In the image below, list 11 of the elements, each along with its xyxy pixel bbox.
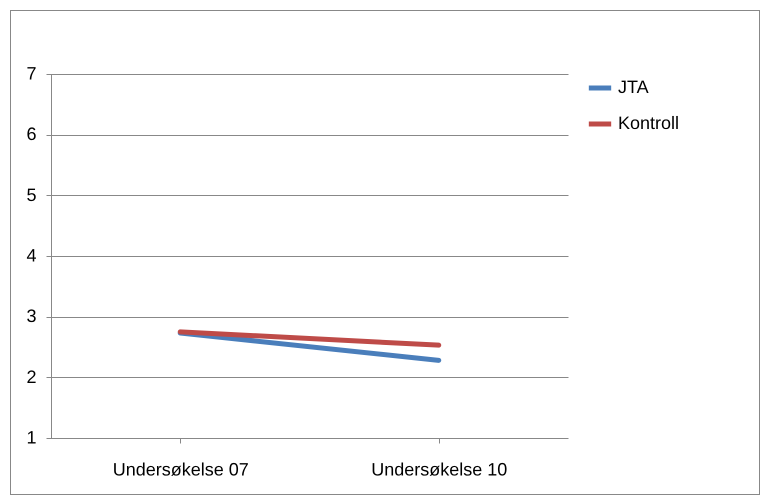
y-tick-label: 7 bbox=[26, 64, 36, 84]
x-tick-label: Undersøkelse 07 bbox=[112, 460, 249, 480]
y-tick-label: 1 bbox=[26, 428, 36, 448]
y-tick-label: 4 bbox=[26, 246, 36, 266]
y-tick-label: 6 bbox=[26, 124, 36, 144]
x-tick-label: Undersøkelse 10 bbox=[371, 460, 508, 480]
legend-label: JTA bbox=[618, 77, 649, 97]
y-tick-label: 3 bbox=[26, 306, 36, 326]
y-tick-label: 2 bbox=[26, 366, 36, 387]
y-tick-label: 5 bbox=[26, 184, 36, 205]
legend-label: Kontroll bbox=[618, 113, 680, 133]
